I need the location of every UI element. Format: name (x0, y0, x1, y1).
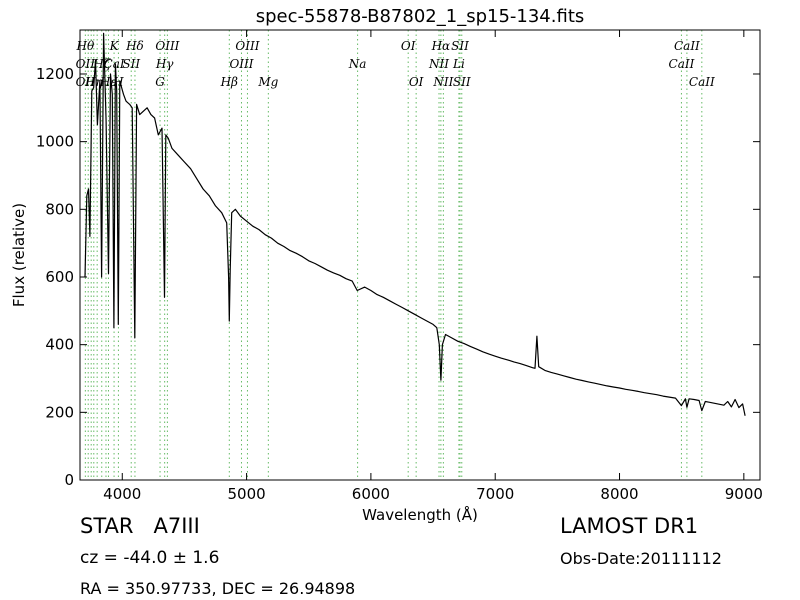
line-label-8-1: CaI (104, 57, 125, 71)
x-axis-label: Wavelength (Å) (362, 505, 478, 524)
line-label-11-0: Hδ (125, 39, 144, 53)
x-tick-label-5000: 5000 (227, 485, 265, 503)
x-tick-label-9000: 9000 (725, 485, 763, 503)
line-label-9-0: H (112, 75, 124, 89)
object-class: STAR A7III (80, 514, 200, 538)
y-tick-label-0: 0 (64, 471, 74, 489)
y-tick-label-1000: 1000 (36, 133, 74, 151)
line-label-22-0: NII (428, 57, 449, 71)
line-label-10-0: SII (122, 57, 140, 71)
coordinates: RA = 350.97733, DEC = 26.94898 (80, 579, 356, 598)
line-label-21-0: OI (409, 75, 424, 89)
y-tick-label-400: 400 (45, 336, 74, 354)
line-label-7-0: Hε (99, 75, 117, 89)
line-label-0-0: Hθ (75, 39, 94, 53)
spectral-line-markers (84, 30, 703, 480)
line-label-24-0: NII (432, 75, 453, 89)
line-label-17-0: OIII (235, 39, 259, 53)
line-label-23-0: Hα (431, 39, 451, 53)
line-label-20-0: OI (401, 39, 416, 53)
line-label-19-0: Na (348, 57, 367, 71)
line-label-28-0: CaII (669, 57, 695, 71)
line-label-5-0: Hζ (92, 57, 111, 71)
chart-title: spec-55878-B87802_1_sp15-134.fits (256, 6, 585, 27)
line-label-13-0: Hγ (155, 57, 174, 71)
spectral-line-labels: HθOIIOIIHηHζHεKCaIHSIIHδGHγOIIIHβOIIIOII… (75, 39, 714, 89)
y-tick-label-1200: 1200 (36, 65, 74, 83)
line-label-30-0: CaII (689, 75, 715, 89)
line-label-27-0: SII (453, 75, 471, 89)
line-label-8-0: K (109, 39, 120, 53)
y-axis-label: Flux (relative) (10, 203, 28, 307)
redshift-value: cz = -44.0 ± 1.6 (80, 548, 220, 568)
observation-date: Obs-Date:20111112 (560, 549, 722, 568)
line-label-3-0: Hη (84, 75, 103, 89)
y-tick-label-200: 200 (45, 403, 74, 421)
x-tick-label-8000: 8000 (600, 485, 638, 503)
line-label-25-0: Li (452, 57, 465, 71)
axis-ticks: 4000 5000 6000 7000 8000 9000 0 200 400 600 800 100… (36, 30, 763, 503)
line-label-16-0: OIII (229, 57, 253, 71)
line-label-12-0: G (155, 75, 165, 89)
line-label-18-0: Mg (257, 75, 278, 89)
x-tick-label-4000: 4000 (103, 485, 141, 503)
line-label-0-1: OII (76, 57, 96, 71)
object-type: STAR (80, 514, 134, 538)
spectrum-line (84, 32, 746, 416)
line-label-0-2: OII (76, 75, 96, 89)
line-label-26-0: SII (451, 39, 469, 53)
line-label-29-0: CaII (674, 39, 700, 53)
x-tick-label-7000: 7000 (476, 485, 514, 503)
line-label-15-0: Hβ (220, 75, 238, 89)
line-label-14-0: OIII (155, 39, 179, 53)
y-tick-label-600: 600 (45, 268, 74, 286)
plot-frame (79, 29, 761, 481)
survey-name: LAMOST DR1 (560, 514, 699, 538)
x-tick-label-6000: 6000 (352, 485, 390, 503)
y-tick-label-800: 800 (45, 200, 74, 218)
object-subclass: A7III (153, 514, 200, 538)
